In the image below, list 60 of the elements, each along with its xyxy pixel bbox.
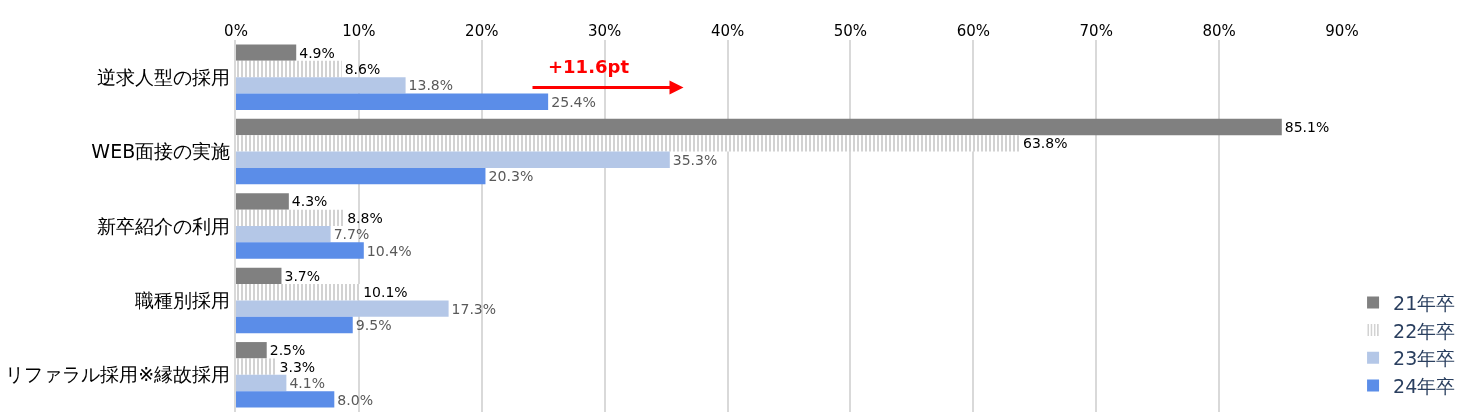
data-label: 8.8% [347,209,383,226]
legend-label: 21年卒 [1393,291,1456,314]
bar [236,77,406,94]
data-label: 3.3% [279,358,316,375]
bar [236,209,345,226]
x-tick-label: 50% [833,22,868,40]
bar [236,242,364,259]
bar [236,226,331,243]
bar [236,44,297,61]
data-label: 4.9% [299,44,335,61]
data-label: 25.4% [551,93,597,110]
bar [236,300,449,317]
x-tick-label: 60% [956,22,990,40]
data-label: 7.7% [333,226,370,243]
bar [236,284,361,301]
data-label: 20.3% [488,168,534,185]
data-label: 13.8% [408,77,454,94]
data-label: 63.8% [1023,135,1068,152]
bar [236,151,670,168]
bar [236,135,1021,152]
data-label: 9.5% [355,317,392,334]
bar [236,93,549,110]
x-tick-label: 0% [224,22,248,40]
bar [236,193,289,210]
y-tick-label: 新卒紹介の利用 [97,214,231,237]
y-tick-label: WEB面接の実施 [91,140,231,163]
x-tick-label: 90% [1325,22,1359,40]
data-label: 8.0% [337,391,374,408]
annotation: +11.6pt [548,56,630,77]
bar [236,391,335,408]
bar [236,167,486,185]
data-label: 85.1% [1284,119,1330,136]
text: 22年卒 [1393,319,1456,342]
legend-label: 24年卒 [1393,374,1456,397]
data-label: 8.6% [344,61,381,78]
data-label: 10.4% [366,242,412,259]
data-label: 2.5% [269,342,306,359]
x-tick-label: 30% [588,22,622,40]
x-tick-label: 10% [342,22,376,40]
bar [236,60,342,78]
bar [236,342,267,359]
data-label: 35.3% [672,151,718,168]
bar [236,358,277,375]
y-tick-label: 逆求人型の採用 [97,65,231,88]
data-label: 4.3% [291,193,328,210]
bar [236,374,287,392]
x-tick-label: 80% [1202,22,1236,40]
bar [236,118,1282,136]
y-tick-label: リファラル採用※縁故採用 [5,363,231,386]
data-label: 3.7% [284,267,321,284]
bar [236,267,282,285]
data-label: 4.1% [289,374,325,391]
x-tick-label: 40% [710,22,745,40]
y-tick-label: 職種別採用 [135,289,231,312]
data-label: 17.3% [451,300,497,317]
legend-label: 23年卒 [1393,347,1456,370]
bar [236,316,353,334]
data-label: 10.1% [363,284,408,301]
x-tick-label: 20% [465,22,499,40]
x-tick-label: 70% [1079,22,1113,40]
